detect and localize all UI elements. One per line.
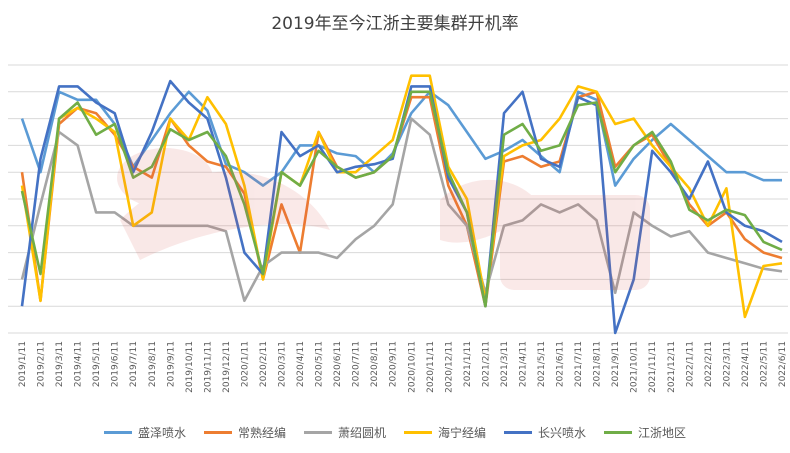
x-tick-label: 2021/7/11 [574,341,584,387]
x-tick-label: 2021/1/11 [463,341,473,387]
x-tick-label: 2022/2/11 [704,341,714,387]
legend-swatch [103,431,132,434]
legend-label: 萧绍圆机 [337,426,386,440]
x-tick-label: 2021/8/11 [593,341,603,387]
legend-swatch [303,431,332,434]
x-tick-label: 2019/3/11 [55,341,65,387]
x-tick-label: 2022/3/11 [722,341,732,387]
x-tick-label: 2019/5/11 [92,341,102,387]
x-tick-label: 2019/9/11 [166,341,176,387]
legend-label: 常熟经编 [237,426,286,440]
legend-item: 长兴喷水 [504,424,586,441]
x-tick-label: 2022/1/11 [685,341,695,387]
x-tick-label: 2019/6/11 [111,341,121,387]
x-tick-label: 2021/2/11 [481,341,491,387]
x-tick-label: 2020/7/11 [352,341,362,387]
legend-item: 江浙地区 [604,424,686,441]
x-tick-label: 2022/5/11 [759,341,769,387]
x-tick-label: 2022/4/11 [741,341,751,387]
legend-label: 海宁经编 [438,426,487,440]
legend-swatch [604,431,633,434]
x-tick-label: 2020/4/11 [296,341,306,387]
legend-label: 江浙地区 [638,426,687,440]
x-tick-label: 2021/3/11 [500,341,510,387]
legend-swatch [203,431,232,434]
x-tick-label: 2019/4/11 [74,341,84,387]
x-tick-label: 2019/10/11 [185,341,195,393]
x-tick-label: 2020/10/11 [407,341,417,393]
legend-label: 盛泽喷水 [137,426,186,440]
x-tick-label: 2021/6/11 [556,341,566,387]
x-tick-label: 2020/12/11 [444,341,454,393]
x-tick-label: 2019/8/11 [148,341,158,387]
x-tick-label: 2021/12/11 [667,341,677,393]
x-tick-label: 2020/6/11 [333,341,343,387]
series-lines [20,74,783,335]
x-tick-label: 2021/5/11 [537,341,547,387]
legend-item: 萧绍圆机 [303,424,386,441]
x-tick-label: 2020/3/11 [278,341,288,387]
x-tick-label: 2019/12/11 [222,341,232,393]
legend-swatch [504,431,533,434]
x-tick-label: 2019/2/11 [37,341,47,387]
x-tick-label: 2020/8/11 [370,341,380,387]
x-tick-label: 2021/10/11 [630,341,640,393]
x-tick-labels: 2019/1/11 2019/2/11 2019/3/11 2019/4/11 2019… [18,341,788,393]
x-tick-label: 2021/4/11 [518,341,528,387]
x-tick-label: 2021/9/11 [611,341,621,387]
series-line-2 [20,117,783,303]
x-tick-label: 2019/7/11 [129,341,139,387]
x-tick-label: 2020/5/11 [315,341,325,387]
x-tick-label: 2019/1/11 [18,341,28,387]
legend-item: 常熟经编 [203,424,286,441]
x-tick-label: 2020/11/11 [426,341,436,393]
x-tick-label: 2020/9/11 [389,341,399,387]
x-tick-label: 2021/11/11 [648,341,658,393]
series-line-5 [20,90,783,308]
legend-item: 盛泽喷水 [103,424,186,441]
legend-item: 海宁经编 [404,424,486,441]
series-line-3 [20,74,783,319]
x-tick-label: 2020/2/11 [259,341,269,387]
legend-label: 长兴喷水 [538,426,587,440]
chart-title: 2019年至今江浙主要集群开机率 [271,14,519,34]
x-tick-label: 2019/11/11 [203,341,213,393]
legend: 盛泽喷水 常熟经编 萧绍圆机 海宁经编 长兴喷水 江浙地区 [0,424,790,441]
legend-swatch [404,431,432,434]
x-tick-label: 2020/1/11 [240,341,250,387]
x-tick-label: 2022/6/11 [778,341,788,387]
gridlines [8,64,788,334]
